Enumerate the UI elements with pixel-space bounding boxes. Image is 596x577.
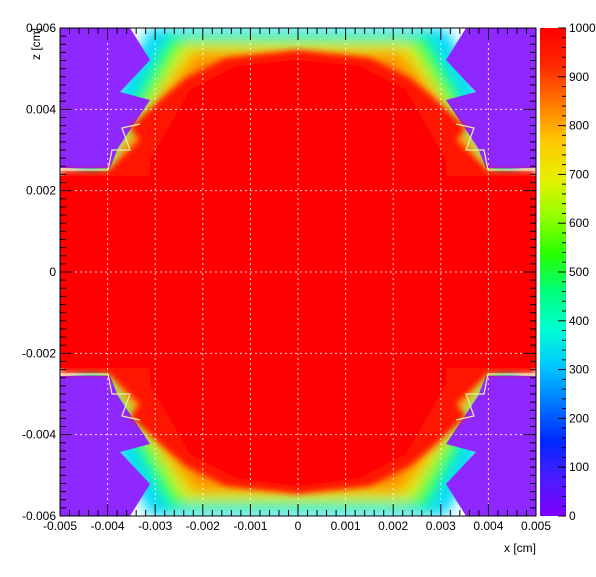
y-tick-label: -0.006	[22, 509, 56, 523]
colorbar-tick-label: 200	[569, 411, 589, 425]
corner-left-bottom	[60, 376, 150, 516]
colorbar-tick-labels: 0 100 200 300 400 500 600 700 800 900 1000	[569, 21, 596, 523]
colorbar-tick-label: 800	[569, 119, 589, 133]
grid	[60, 28, 536, 516]
edge-left-top	[60, 123, 141, 171]
x-tick-label: 0.001	[331, 519, 361, 533]
y-tick-label: 0	[49, 265, 56, 279]
colorbar-tick-label: 600	[569, 216, 589, 230]
y-tick-label: 0.002	[26, 184, 56, 198]
y-axis-label: z [cm]	[29, 28, 43, 60]
x-tick-label: -0.005	[43, 519, 77, 533]
x-axis-ticks	[59, 28, 537, 516]
colorbar-tick-label: 300	[569, 363, 589, 377]
corner-left-top	[60, 28, 150, 168]
colorbar-tick-label: 500	[569, 265, 589, 279]
x-axis-tick-labels: -0.005 -0.004 -0.003 -0.002 -0.001 0 0.001 0.00…	[43, 519, 551, 533]
x-tick-label: -0.004	[91, 519, 125, 533]
colorbar-ticks	[558, 27, 566, 517]
x-tick-label: 0.004	[473, 519, 503, 533]
colorbar-tick-label: 0	[569, 509, 576, 523]
x-tick-label: 0.002	[378, 519, 408, 533]
x-axis-label: x [cm]	[504, 541, 536, 555]
corner-right-top	[446, 28, 536, 168]
edge-left-bottom	[60, 373, 141, 421]
x-tick-label: -0.003	[138, 519, 172, 533]
y-axis-tick-labels: -0.006 -0.004 -0.002 0 0.002 0.004 0.006	[22, 21, 56, 523]
y-tick-label: -0.004	[22, 428, 56, 442]
x-tick-label: -0.002	[186, 519, 220, 533]
y-tick-label: 0.004	[26, 102, 56, 116]
colorbar-tick-label: 100	[569, 460, 589, 474]
colorbar-tick-label: 1000	[569, 21, 596, 35]
colorbar-tick-label: 400	[569, 314, 589, 328]
colorbar-tick-label: 900	[569, 70, 589, 84]
x-tick-label: 0.003	[426, 519, 456, 533]
x-tick-label: -0.001	[233, 519, 267, 533]
edge-right-top	[455, 123, 536, 171]
y-tick-label: -0.002	[22, 346, 56, 360]
corner-regions	[60, 28, 536, 516]
colorbar-tick-label: 700	[569, 167, 589, 181]
x-tick-label: 0.005	[521, 519, 551, 533]
edge-right-bottom	[455, 373, 536, 421]
y-tick-label: 0.006	[26, 21, 56, 35]
y-axis-ticks	[60, 27, 536, 517]
x-tick-label: 0	[295, 519, 302, 533]
plot-area	[60, 28, 536, 516]
corner-right-bottom	[446, 376, 536, 516]
edge-lines	[60, 123, 536, 421]
